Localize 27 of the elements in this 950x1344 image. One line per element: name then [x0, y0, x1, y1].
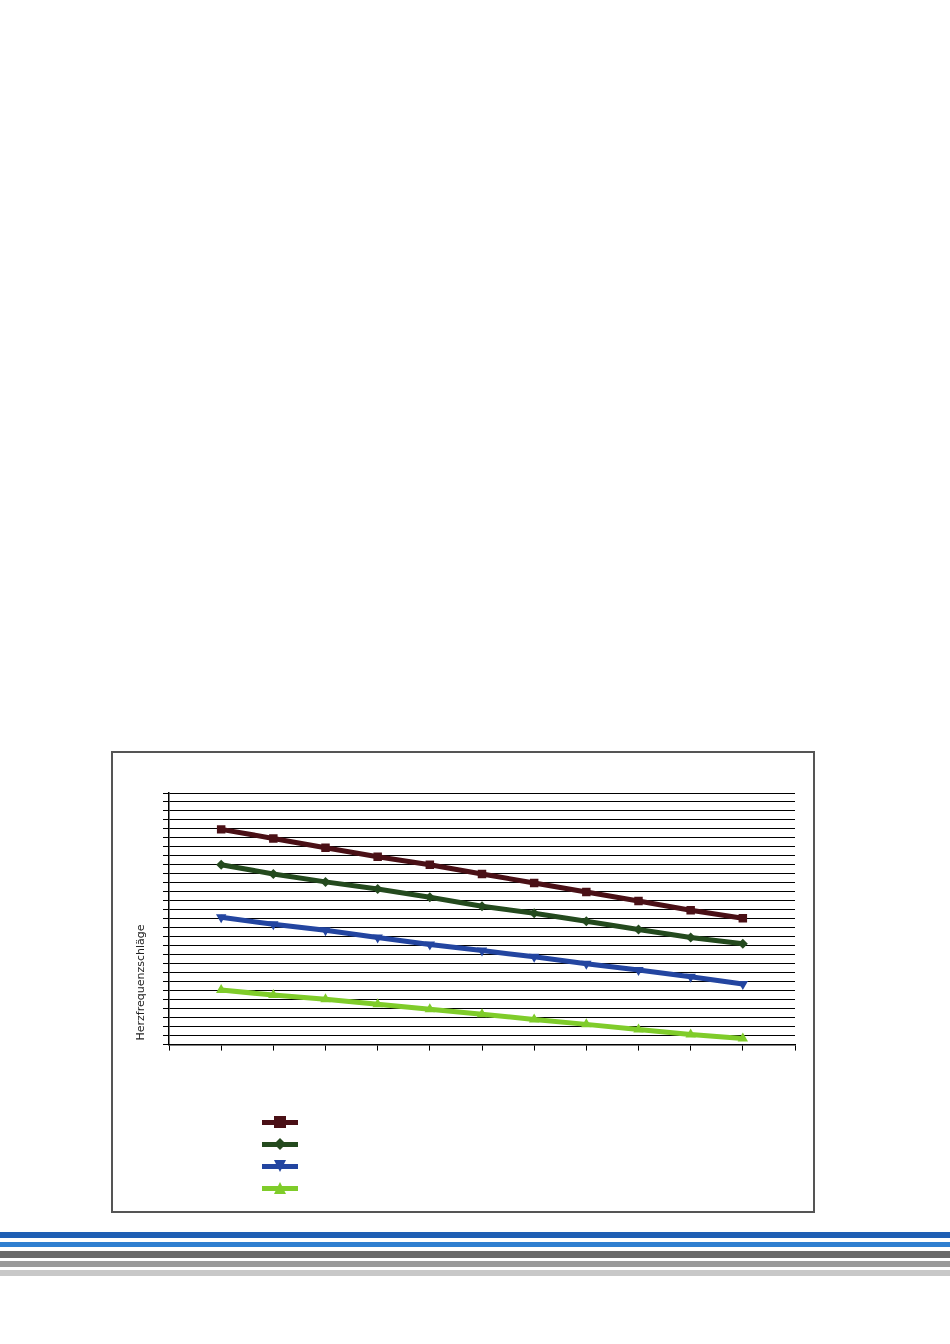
- point: [582, 887, 591, 897]
- point: [216, 825, 226, 834]
- point: [633, 1023, 644, 1033]
- point: [268, 989, 279, 999]
- point: [268, 921, 279, 931]
- point: [320, 927, 331, 937]
- point: [685, 973, 696, 983]
- point: [686, 906, 695, 915]
- point: [424, 1003, 436, 1013]
- point: [215, 983, 227, 993]
- point: [321, 843, 330, 852]
- point: [320, 993, 331, 1003]
- point: [372, 934, 383, 944]
- point: [738, 914, 748, 923]
- point: [737, 1032, 749, 1042]
- point: [477, 901, 487, 912]
- point: [528, 1013, 540, 1023]
- point: [373, 852, 382, 861]
- point: [215, 914, 227, 924]
- y-axis-title: Herzfrequenzschläge: [133, 923, 147, 1041]
- point: [372, 998, 383, 1008]
- point: [581, 960, 592, 970]
- point: [425, 860, 435, 869]
- point: [476, 1008, 488, 1018]
- point: [634, 896, 643, 906]
- point: [269, 834, 278, 843]
- point: [528, 953, 540, 963]
